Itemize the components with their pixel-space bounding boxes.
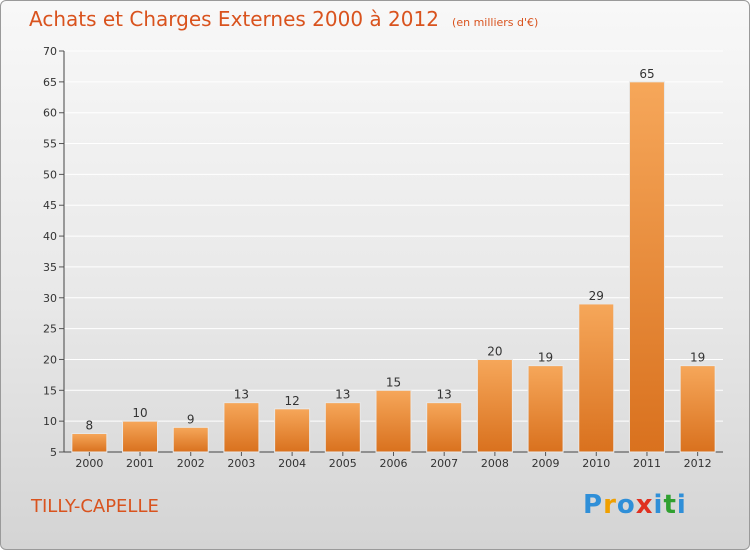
- bar-2005: [324, 402, 361, 453]
- x-tick-label: 2005: [329, 457, 357, 470]
- x-tick-label: 2011: [633, 457, 661, 470]
- bar-2009: [527, 365, 564, 453]
- y-tick-label: 15: [43, 384, 57, 397]
- x-tick-label: 2001: [126, 457, 154, 470]
- y-tick-label: 50: [43, 168, 57, 181]
- x-tick-label: 2009: [532, 457, 560, 470]
- y-tick-label: 40: [43, 230, 57, 243]
- data-label: 13: [234, 388, 249, 402]
- y-tick-label: 5: [50, 446, 57, 459]
- y-tick-label: 55: [43, 138, 57, 151]
- bar-2002: [172, 426, 209, 453]
- data-label: 13: [437, 388, 452, 402]
- y-tick-label: 65: [43, 76, 57, 89]
- y-tick-label: 60: [43, 107, 57, 120]
- y-tick-label: 35: [43, 261, 57, 274]
- y-tick-label: 70: [43, 45, 57, 58]
- x-tick-label: 2000: [75, 457, 103, 470]
- logo-letter: x: [635, 490, 654, 520]
- title-text: Achats et Charges Externes 2000 à 2012: [29, 7, 439, 31]
- data-label: 15: [386, 375, 401, 389]
- bar-2000: [71, 432, 108, 453]
- chart-title: Achats et Charges Externes 2000 à 2012 (…: [29, 7, 538, 31]
- data-label: 12: [284, 394, 299, 408]
- x-tick-label: 2012: [684, 457, 712, 470]
- commune-name: TILLY-CAPELLE: [31, 496, 159, 517]
- data-label: 20: [487, 344, 502, 358]
- logo-letter: t: [663, 490, 677, 520]
- x-tick-label: 2006: [380, 457, 408, 470]
- bar-2012: [679, 365, 716, 453]
- data-label: 65: [639, 67, 654, 81]
- logo-letter: r: [603, 490, 617, 520]
- bar-2008: [476, 358, 513, 453]
- x-tick-label: 2003: [227, 457, 255, 470]
- y-tick-label: 20: [43, 353, 57, 366]
- x-tick-label: 2002: [177, 457, 205, 470]
- y-tick-label: 45: [43, 199, 57, 212]
- x-tick-label: 2004: [278, 457, 306, 470]
- bar-2007: [426, 402, 463, 453]
- bar-2004: [274, 408, 311, 453]
- y-tick-label: 25: [43, 323, 57, 336]
- data-label: 29: [589, 289, 604, 303]
- bar-2003: [223, 402, 260, 453]
- data-label: 10: [132, 406, 147, 420]
- logo-letter: i: [653, 490, 664, 520]
- data-label: 8: [86, 418, 94, 432]
- bar-2010: [578, 303, 615, 453]
- bar-2001: [122, 420, 159, 453]
- logo-letter: P: [583, 490, 604, 520]
- data-label: 19: [690, 351, 705, 365]
- logo-letter: o: [616, 490, 636, 520]
- data-label: 19: [538, 351, 553, 365]
- x-tick-label: 2007: [430, 457, 458, 470]
- y-tick-label: 10: [43, 415, 57, 428]
- proxiti-logo: Proxiti: [583, 490, 687, 520]
- data-label: 13: [335, 388, 350, 402]
- x-tick-label: 2008: [481, 457, 509, 470]
- x-tick-label: 2010: [582, 457, 610, 470]
- bar-2011: [628, 81, 665, 453]
- data-label: 9: [187, 412, 195, 426]
- logo-letter: i: [676, 490, 687, 520]
- y-tick-label: 30: [43, 292, 57, 305]
- unit-label: (en milliers d'€): [452, 16, 539, 29]
- bar-2006: [375, 389, 412, 453]
